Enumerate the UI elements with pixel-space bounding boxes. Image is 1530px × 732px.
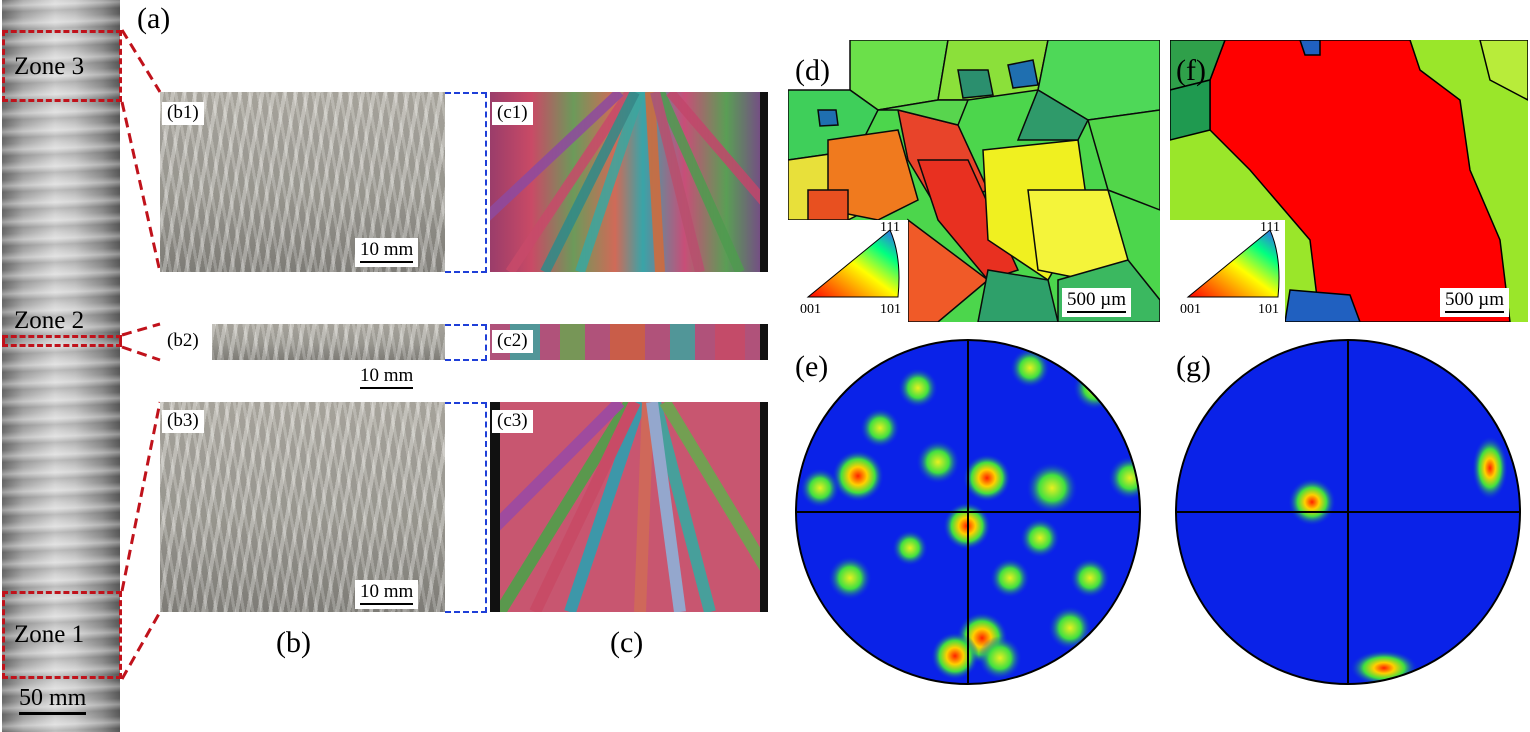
ebsd-c1 xyxy=(490,92,768,272)
b3-scale-bar: 10 mm xyxy=(355,580,419,609)
b3-scale-text: 10 mm xyxy=(360,581,414,602)
zone3-box xyxy=(2,30,122,102)
zone1-label: Zone 1 xyxy=(14,621,85,648)
photo-b2 xyxy=(212,324,445,360)
rod-scale-bar: 50 mm xyxy=(14,684,91,719)
rod-photo xyxy=(2,0,120,732)
ipf-d-101: 101 xyxy=(880,302,901,317)
ipf-f-001: 001 xyxy=(1180,302,1201,317)
zone2-box xyxy=(2,335,122,347)
panel-b-label: (b) xyxy=(276,626,311,659)
panel-e-label: (e) xyxy=(795,350,829,383)
label-c3: (c3) xyxy=(492,410,533,433)
panel-d-label: (d) xyxy=(795,54,830,87)
bracket-c1 xyxy=(445,92,487,273)
d-scale-bar: 500 µm xyxy=(1062,288,1131,317)
label-b2: (b2) xyxy=(162,330,204,353)
ebsd-c3 xyxy=(490,402,768,612)
panel-f-label: (f) xyxy=(1176,54,1206,87)
panel-a-label: (a) xyxy=(137,2,171,35)
bracket-c2 xyxy=(445,324,487,361)
f-scale-bar: 500 µm xyxy=(1440,288,1509,317)
rod-scale-text: 50 mm xyxy=(19,685,87,711)
ebsd-map-f xyxy=(1170,40,1528,322)
ipf-d-111: 111 xyxy=(880,220,900,235)
b2-scale-bar: 10 mm xyxy=(355,364,418,393)
f-scale-text: 500 µm xyxy=(1445,289,1504,310)
panel-c-label: (c) xyxy=(610,626,644,659)
zone3-label: Zone 3 xyxy=(14,53,85,80)
label-b1: (b1) xyxy=(162,102,204,125)
label-c1: (c1) xyxy=(492,102,533,125)
b1-scale-text: 10 mm xyxy=(360,239,414,260)
pole-figure-e xyxy=(795,339,1141,685)
label-c2: (c2) xyxy=(492,330,533,353)
b1-scale-bar: 10 mm xyxy=(355,238,419,267)
label-b3: (b3) xyxy=(162,410,204,433)
ipf-legend-f xyxy=(1186,229,1280,298)
ipf-f-111: 111 xyxy=(1260,220,1280,235)
ipf-d-001: 001 xyxy=(800,302,821,317)
zone1-box xyxy=(2,591,122,679)
b2-scale-text: 10 mm xyxy=(360,365,414,386)
bracket-c3 xyxy=(445,402,487,613)
zone2-label: Zone 2 xyxy=(14,307,85,334)
d-scale-text: 500 µm xyxy=(1067,289,1126,310)
photo-b3 xyxy=(160,402,445,612)
ipf-legend-d xyxy=(806,229,900,298)
panel-g-label: (g) xyxy=(1176,350,1211,383)
ipf-f-101: 101 xyxy=(1258,302,1279,317)
pole-figure-g xyxy=(1175,339,1521,685)
ebsd-map-d xyxy=(788,40,1160,322)
